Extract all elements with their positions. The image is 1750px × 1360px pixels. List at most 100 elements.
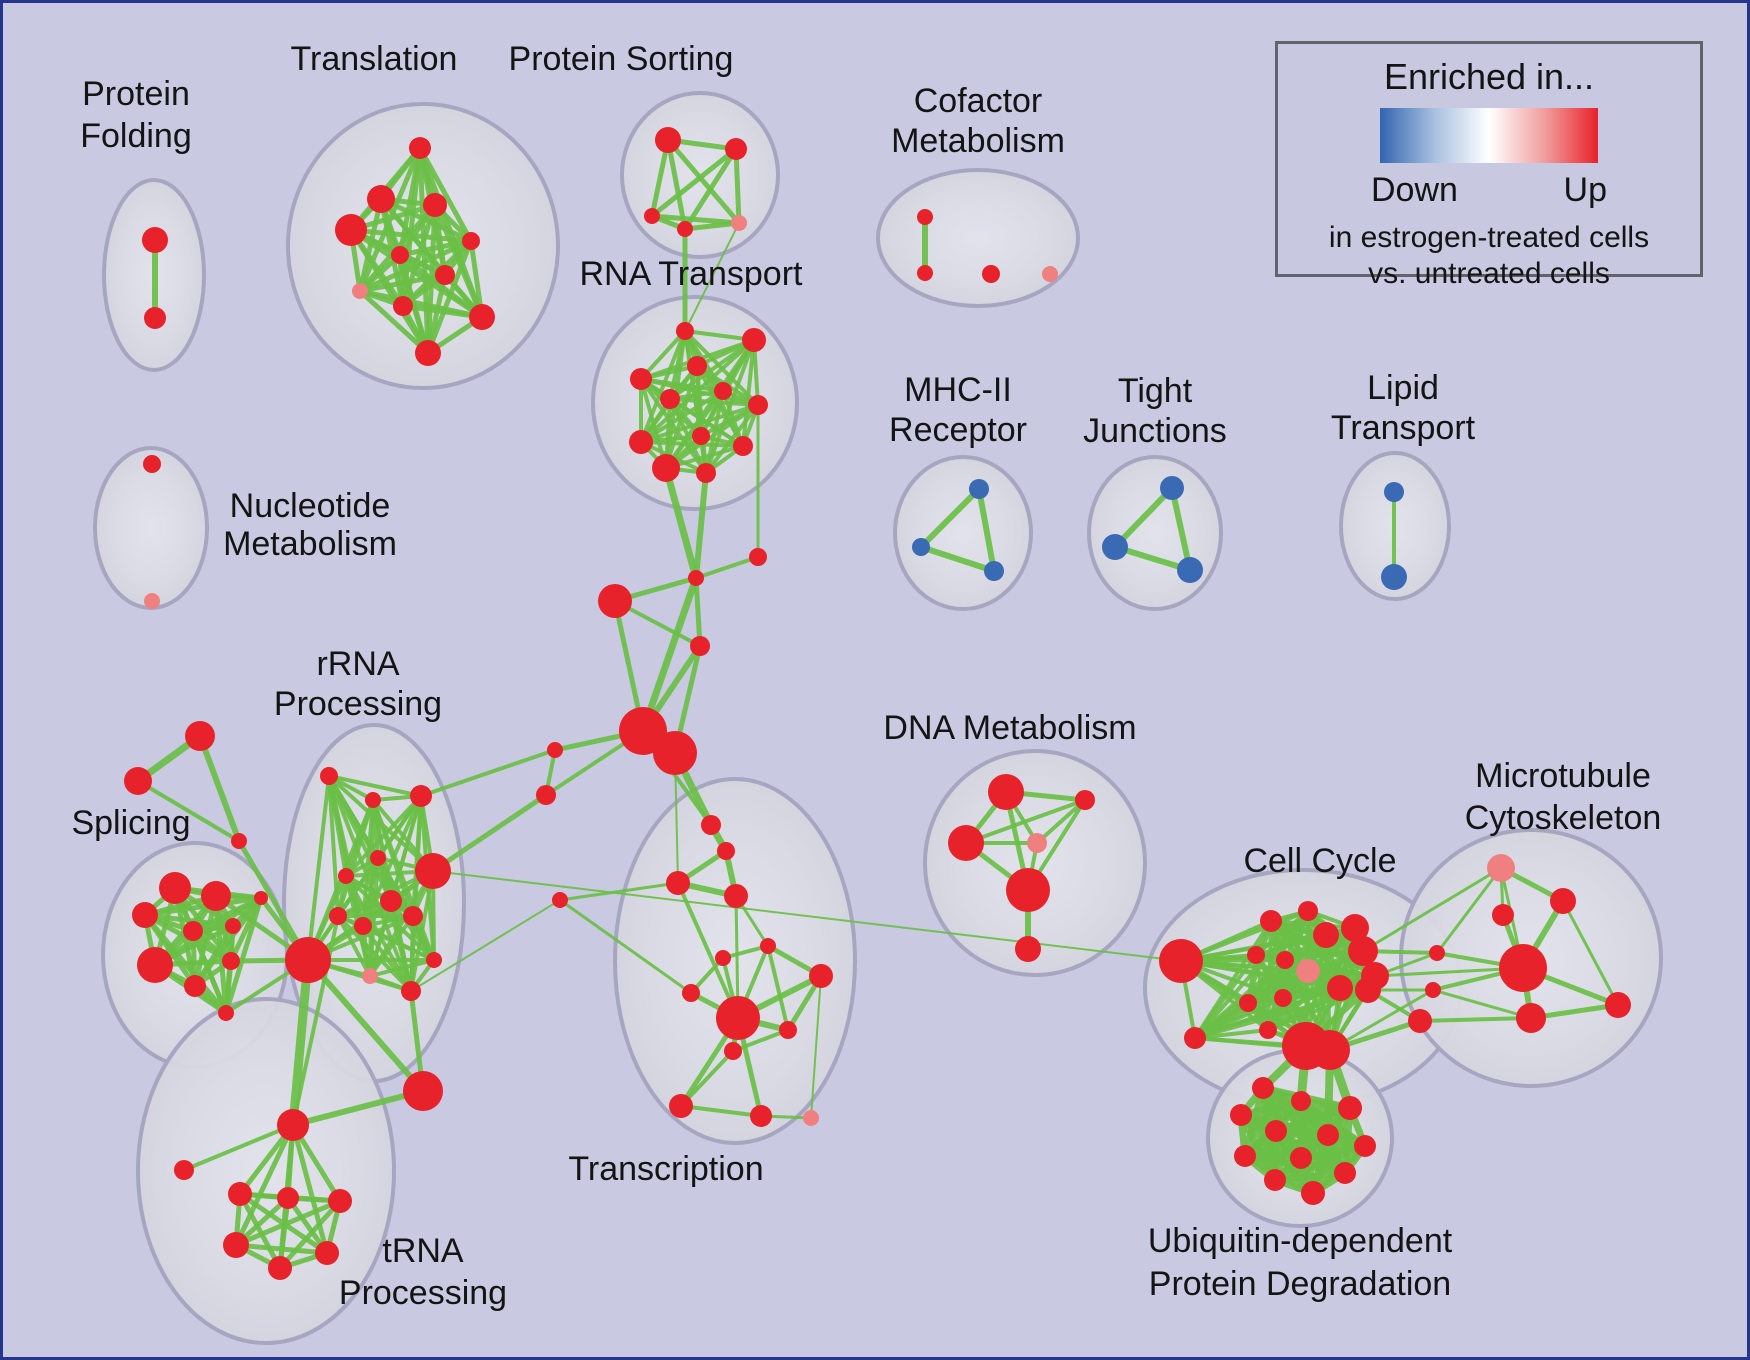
node-tc6: [760, 938, 776, 954]
node-tc14: [803, 1110, 819, 1126]
edge: [704, 389, 725, 475]
node-rt3: [687, 356, 707, 376]
edge: [288, 955, 313, 1130]
edge: [1112, 485, 1175, 550]
edge: [152, 895, 264, 968]
edge: [400, 303, 485, 320]
cluster-label-cf: Cofactor: [914, 82, 1043, 120]
cluster-label-ub: Protein Degradation: [1149, 1265, 1451, 1303]
node-sp1: [159, 872, 191, 904]
cluster-label-cf: Metabolism: [891, 122, 1065, 160]
edge: [1271, 1169, 1349, 1184]
legend-up-label: Up: [1563, 171, 1607, 209]
cluster-label-tc: Transcription: [568, 1150, 763, 1188]
edge: [197, 733, 242, 844]
node-dm3: [1075, 790, 1095, 810]
node-ub6: [1317, 1124, 1339, 1146]
edge: [733, 146, 742, 226]
cluster-label-pf: Protein: [82, 75, 190, 113]
cluster-label-mt: Microtubule: [1475, 757, 1651, 795]
edge: [1361, 866, 1503, 953]
node-sp7: [137, 947, 173, 983]
edge: [704, 403, 760, 475]
legend-gradient-bar: [1380, 108, 1598, 163]
edge: [417, 145, 474, 244]
node-tl5: [462, 232, 480, 250]
edge: [344, 794, 423, 878]
edge: [1281, 949, 1365, 1000]
edge: [918, 486, 982, 550]
edge: [639, 389, 725, 444]
edge: [918, 544, 997, 574]
node-tl3: [423, 193, 447, 217]
edge: [664, 389, 725, 470]
node-tn6: [315, 1241, 339, 1265]
edge: [693, 470, 709, 581]
node-lt2: [1381, 564, 1407, 590]
node-rr6: [415, 853, 451, 889]
legend-title: Enriched in...: [1383, 56, 1595, 97]
cluster-label-mh: MHC-II: [904, 371, 1012, 409]
edge: [336, 914, 372, 978]
node-br7: [536, 785, 556, 805]
edge: [1254, 909, 1310, 957]
node-tnhub: [277, 1109, 309, 1141]
edge: [290, 1088, 426, 1128]
cluster-label-rt: RNA Transport: [580, 255, 804, 293]
node-tl9: [393, 296, 413, 316]
edge: [1112, 544, 1193, 573]
edge: [639, 329, 687, 444]
node-ub8: [1234, 1145, 1256, 1167]
node-rt8: [692, 427, 710, 445]
node-rt7: [748, 395, 768, 415]
edge: [432, 870, 1182, 962]
node-rt11: [652, 454, 680, 482]
cluster-label-rr: rRNA: [316, 645, 399, 683]
edge: [649, 213, 742, 226]
edge: [639, 403, 760, 444]
edge: [348, 227, 474, 244]
node-tn5: [223, 1232, 249, 1258]
edge: [336, 914, 413, 993]
node-tl11: [415, 340, 441, 366]
node-cf1: [917, 209, 933, 225]
node-br2: [688, 570, 704, 586]
edge: [558, 881, 680, 902]
node-tl10: [469, 304, 495, 330]
node-br6: [547, 742, 563, 758]
node-tc9: [716, 996, 760, 1040]
cluster-label-ps: Protein Sorting: [509, 40, 734, 78]
edge: [425, 272, 448, 356]
edge: [976, 486, 997, 574]
cluster-ellipse-mh: [893, 455, 1033, 611]
cluster-label-pf: Folding: [80, 117, 192, 155]
cluster-label-sp: Splicing: [71, 804, 190, 842]
node-cc13: [1274, 989, 1292, 1007]
node-st2: [124, 767, 152, 795]
node-rr7: [380, 890, 402, 912]
edge: [223, 895, 264, 1016]
node-mt4: [1499, 944, 1547, 992]
node-ps1: [655, 127, 681, 153]
node-dm1: [988, 774, 1024, 810]
node-rr10: [403, 906, 423, 926]
node-rr4: [370, 850, 386, 866]
node-tn2: [228, 1182, 252, 1206]
edge: [676, 881, 740, 1020]
node-st1: [185, 721, 215, 751]
node-mh1: [969, 479, 989, 499]
node-cc7: [1247, 946, 1265, 964]
edge: [679, 1049, 735, 1108]
edge: [368, 958, 436, 978]
edge: [558, 898, 693, 995]
node-rt1: [676, 322, 694, 340]
node-rr5: [338, 868, 354, 884]
edge: [1561, 899, 1620, 1007]
node-rrhub: [285, 937, 331, 983]
cluster-label-tj: Tight: [1118, 372, 1193, 410]
edge: [357, 288, 431, 356]
edge: [142, 895, 264, 918]
node-cc10: [1348, 936, 1378, 966]
edge: [1373, 966, 1525, 978]
